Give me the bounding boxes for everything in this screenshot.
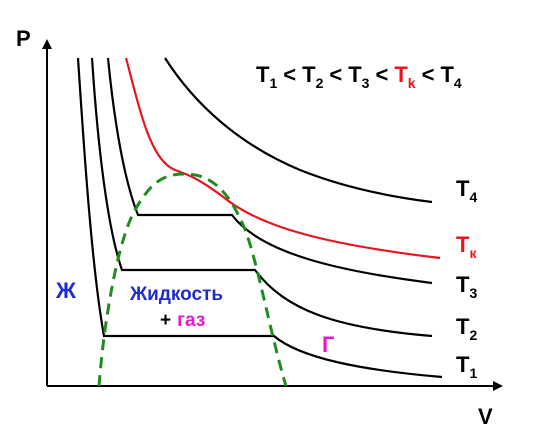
isotherm-t1	[76, 57, 443, 379]
ineq-t4: T4	[440, 62, 461, 91]
v-axis-label: V	[478, 404, 493, 429]
isotherm-tk	[124, 57, 441, 260]
isotherm-t2	[90, 57, 433, 338]
isotherm-t4	[164, 57, 433, 204]
ineq-tk: Tk	[394, 62, 415, 91]
ineq-t2: T2	[302, 62, 323, 91]
isotherm-t3	[106, 57, 433, 285]
ineq-t3: T3	[348, 62, 369, 91]
temperature-inequality: T1 < T2 < T3 < Tk < T4	[256, 62, 462, 91]
saturation-dome	[97, 172, 288, 387]
label-t1: T1	[456, 352, 477, 381]
ineq-t1: T1	[256, 62, 277, 91]
region-liquid-label: Ж	[55, 278, 76, 303]
label-t2: T2	[456, 314, 477, 343]
label-t4: T4	[456, 176, 477, 205]
region-mixture-label: Жидкость	[129, 284, 223, 305]
label-tk: Tк	[456, 232, 477, 261]
p-axis-label: P	[16, 26, 31, 51]
region-mixture-plus: + газ	[160, 310, 205, 331]
region-gas-label: Г	[322, 332, 335, 357]
label-t3: T3	[456, 272, 477, 301]
